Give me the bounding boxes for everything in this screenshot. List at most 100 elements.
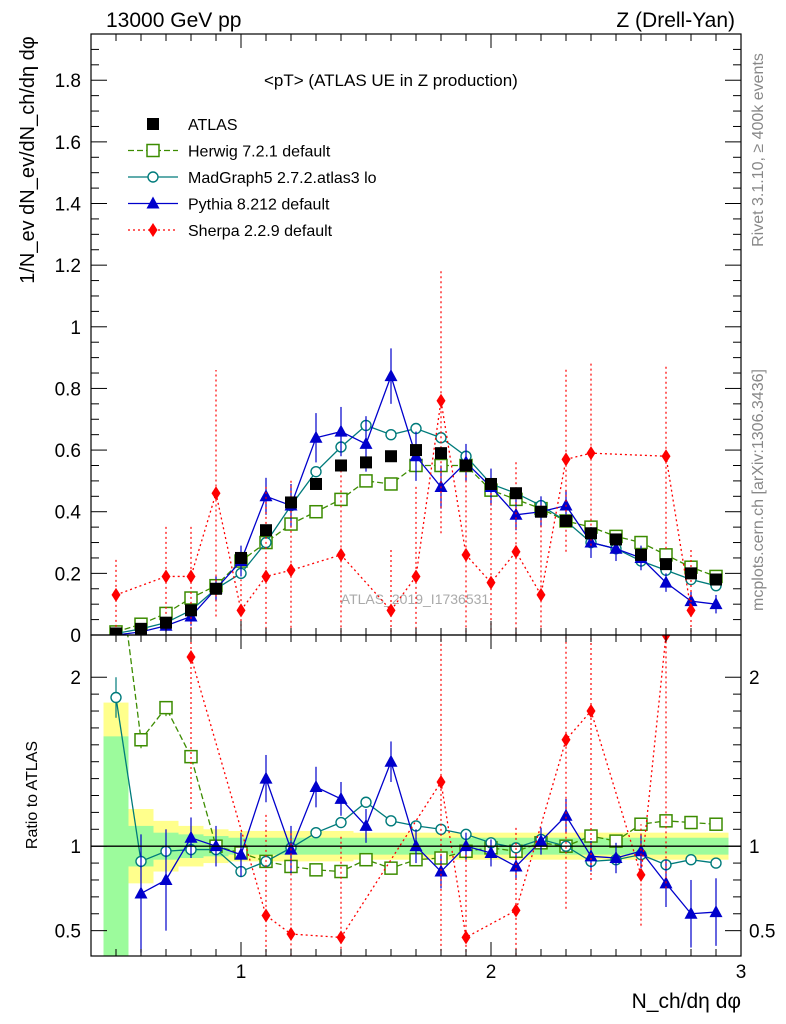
chart-title-text: <pT> (ATLAS UE in Z production): [264, 71, 518, 90]
pythia-main-point: [709, 597, 723, 610]
legend: ATLAS Herwig 7.2.1 default MadGraph5 2.7.2…: [128, 117, 377, 240]
madgraph5-ratio-point: [360, 796, 372, 808]
sherpa-main-point: [386, 603, 396, 618]
sherpa-main-point: [236, 603, 246, 618]
atlas-data-point: [410, 444, 422, 457]
legend-label-pythia: Pythia 8.212 default: [188, 197, 330, 214]
pythia-ratio-point: [409, 839, 423, 852]
herwig-main-point: [334, 492, 348, 507]
header-process: Z (Drell-Yan): [616, 9, 735, 32]
madgraph5-main-point: [310, 465, 322, 478]
pythia-ratio-point: [184, 830, 198, 843]
y-tick-label: 1.8: [55, 71, 81, 92]
atlas-data-point: [460, 459, 472, 472]
pythia-main-point: [309, 430, 323, 443]
y-tick-label: 1.2: [55, 256, 81, 277]
main-panel-series: [109, 268, 723, 635]
pythia-ratio-point: [259, 771, 273, 784]
pythia-main-point: [384, 369, 398, 382]
herwig-ratio-point: [134, 732, 148, 747]
sherpa-main-point: [211, 486, 221, 501]
atlas-data-point: [435, 447, 447, 460]
sherpa-ratio-point: [186, 649, 196, 664]
herwig-ratio-point: [584, 829, 598, 843]
herwig-ratio-point: [110, 536, 122, 548]
y-tick-label: 1.6: [55, 133, 81, 154]
pythia-ratio-point: [234, 847, 248, 860]
y-tick-label: 0.8: [55, 379, 81, 400]
ratio-tick-label-left: 0.5: [55, 922, 81, 943]
pythia-ratio-line: [140, 759, 717, 915]
atlas-data-point: [235, 551, 247, 564]
legend-label-atlas: ATLAS: [188, 117, 238, 134]
pythia-ratio-point: [159, 872, 173, 885]
sherpa-ratio-point: [286, 927, 296, 942]
madgraph5-ratio-point: [710, 857, 722, 869]
pythia-main-point: [434, 480, 448, 493]
atlas-data-point: [360, 456, 372, 469]
atlas-data-point: [285, 496, 297, 509]
madgraph5-main-point: [385, 428, 397, 441]
sherpa-ratio-point: [636, 867, 646, 882]
atlas-data-point: [685, 567, 697, 580]
analysis-watermark: ATLAS_2019_I1736531: [341, 591, 490, 607]
pythia-ratio-point: [384, 754, 398, 767]
sherpa-main-point: [561, 452, 571, 467]
pythia-ratio-point: [209, 839, 223, 852]
sherpa-main-point: [661, 449, 671, 464]
atlas-data-point: [210, 582, 222, 595]
madgraph5-ratio-point: [385, 815, 397, 827]
pythia-main-point: [584, 535, 598, 548]
herwig-main-point: [359, 474, 373, 488]
legend-marker-sherpa: [148, 223, 158, 237]
pythia-ratio-point: [509, 859, 523, 872]
herwig-ratio-point: [384, 861, 398, 875]
y-tick-label: 0.2: [55, 564, 81, 585]
atlas-data-point: [335, 459, 347, 472]
sherpa-ratio-point: [561, 732, 571, 747]
axes: 1 2 3 0 0.2 0.4 0.6 0.8 1 1.2 1.4 1.6 1.8 0.5 0.5 1 1 2 2: [55, 34, 775, 983]
pythia-main-point: [359, 436, 373, 449]
atlas-data-point: [385, 450, 397, 463]
header-energy: 13000 GeV pp: [106, 9, 241, 32]
atlas-data-point: [260, 524, 272, 537]
atlas-data-point: [560, 514, 572, 527]
pythia-ratio-point: [459, 839, 473, 852]
herwig-ratio-point: [709, 817, 723, 831]
herwig-main-point: [309, 504, 323, 519]
ratio-tick-label-right: 2: [749, 668, 760, 689]
atlas-data-point: [185, 604, 197, 617]
ratio-tick-label-left: 1: [70, 837, 81, 858]
legend-marker-pythia: [146, 196, 160, 209]
pythia-main-point: [559, 498, 573, 511]
x-tick-label: 2: [486, 962, 497, 983]
atlas-data-point: [310, 477, 322, 490]
pythia-ratio-point: [334, 791, 348, 804]
y-tick-label: 1.4: [55, 195, 82, 216]
atlas-data-point: [585, 527, 597, 540]
atlas-data-point: [610, 533, 622, 546]
sherpa-main-point: [261, 569, 271, 584]
sherpa-main-point: [511, 544, 521, 559]
sherpa-main-point: [486, 575, 496, 590]
herwig-ratio-point: [309, 863, 323, 877]
sherpa-main-point: [586, 446, 596, 461]
pythia-ratio-point: [709, 905, 723, 918]
sherpa-ratio-point: [336, 930, 346, 945]
madgraph5-ratio-point: [310, 826, 322, 839]
sherpa-main-point: [461, 547, 471, 562]
herwig-main-point: [384, 477, 398, 491]
sherpa-main-point: [536, 587, 546, 602]
pythia-main-point: [259, 489, 273, 502]
sherpa-main-point: [161, 569, 171, 584]
sherpa-ratio-point: [511, 903, 521, 918]
sherpa-ratio-point: [436, 774, 446, 789]
atlas-data-point: [635, 548, 647, 561]
legend-label-sherpa: Sherpa 2.2.9 default: [188, 223, 333, 240]
legend-marker-atlas: [147, 118, 159, 130]
sherpa-main-point: [336, 547, 346, 562]
y-tick-label: 1: [70, 318, 81, 339]
atlas-data-point: [710, 573, 722, 586]
legend-label-herwig: Herwig 7.2.1 default: [188, 144, 331, 161]
